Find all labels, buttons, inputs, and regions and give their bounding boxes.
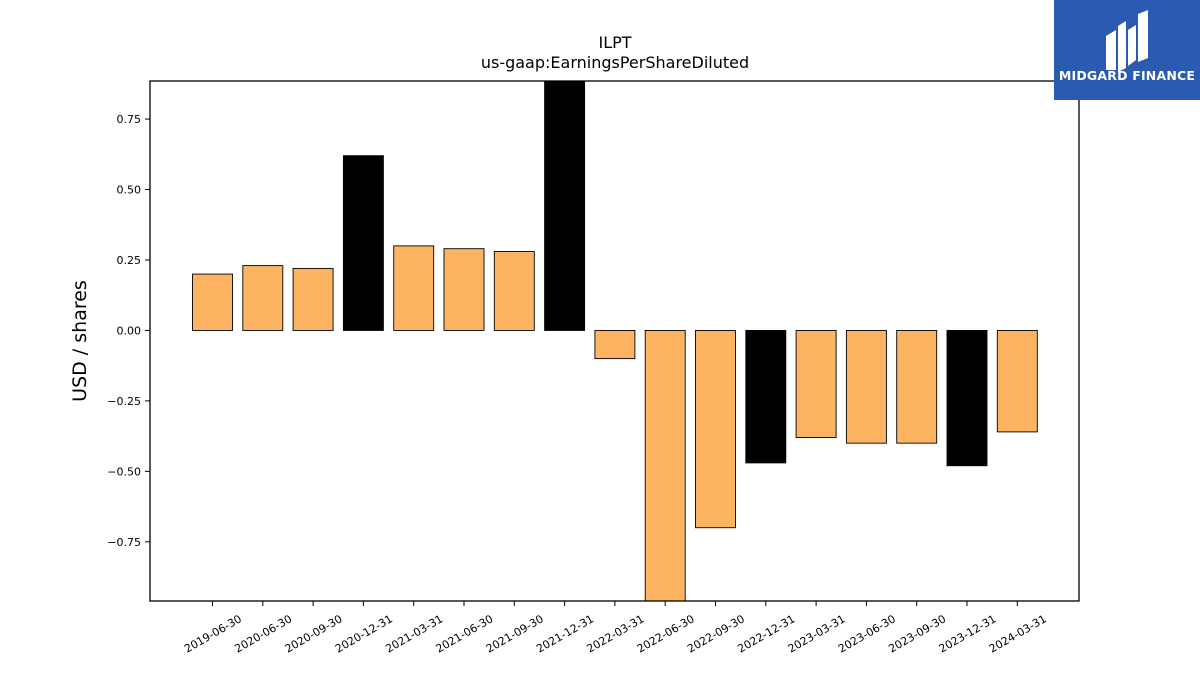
y-tick-label: 0.75	[117, 113, 142, 126]
logo-mark-icon	[1054, 0, 1200, 100]
y-tick-label: 0.00	[117, 324, 142, 337]
logo-text: MIDGARD FINANCE	[1058, 68, 1196, 83]
bar-2020-09-30	[292, 267, 334, 331]
chart-title: ILPT	[598, 33, 631, 52]
chart-subtitle: us-gaap:EarningsPerShareDiluted	[481, 53, 749, 72]
bar-2023-03-31	[795, 329, 837, 438]
bars-group	[192, 81, 1038, 601]
bar-2021-06-30	[443, 248, 485, 331]
x-tick-label: 2024-03-31	[987, 612, 1049, 655]
bar-2022-12-31	[745, 329, 787, 464]
y-tick-label: 0.50	[117, 184, 142, 197]
bar-2019-06-30	[192, 273, 233, 331]
bar-2022-03-31	[594, 329, 636, 360]
y-tick-label: −0.25	[107, 395, 141, 408]
bar-2021-03-31	[393, 245, 435, 331]
bar-2021-12-31	[544, 81, 586, 331]
bar-2023-12-31	[946, 329, 988, 467]
x-axis: 2019-06-302020-06-302020-09-302020-12-31…	[182, 601, 1049, 656]
y-tick-label: −0.50	[107, 465, 141, 478]
bar-2022-09-30	[695, 329, 736, 529]
midgard-finance-logo: MIDGARD FINANCE	[1054, 0, 1200, 100]
y-axis-label: USD / shares	[69, 280, 91, 402]
bar-2021-09-30	[493, 251, 535, 331]
y-axis: −0.75 −0.50 −0.25 0.00 0.25 0.50 0.75	[107, 113, 150, 549]
bar-2020-12-31	[342, 155, 384, 331]
plot-frame	[149, 80, 1080, 602]
y-tick-label: 0.25	[117, 254, 142, 267]
y-tick-label: −0.75	[107, 536, 141, 549]
bar-2023-06-30	[845, 329, 887, 444]
bar-2022-06-30	[644, 329, 686, 601]
bar-2020-06-30	[242, 265, 284, 331]
bar-2023-09-30	[896, 329, 938, 444]
bar-2024-03-31	[996, 329, 1038, 433]
